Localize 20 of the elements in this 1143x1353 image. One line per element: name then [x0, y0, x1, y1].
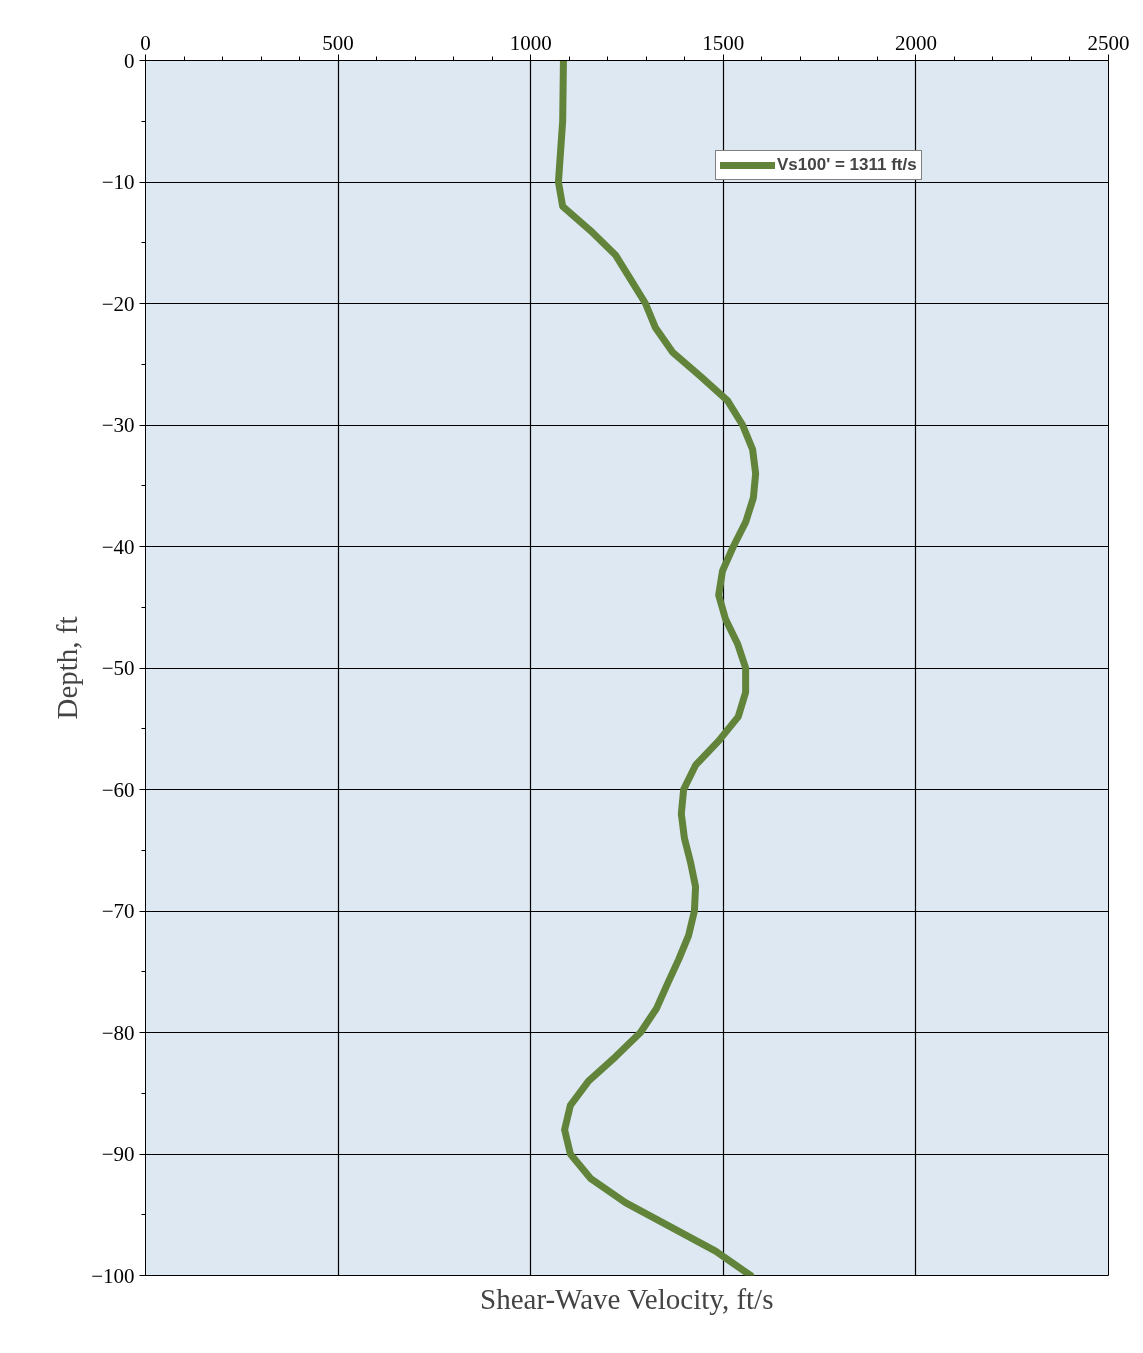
x-tick-label: 2000 — [894, 30, 937, 55]
y-tick-label: −100 — [91, 1263, 135, 1288]
y-tick-label: 0 — [124, 48, 135, 73]
x-axis-title: Shear-Wave Velocity, ft/s — [480, 1282, 774, 1315]
y-tick-label: −70 — [101, 899, 135, 923]
y-tick-label: −10 — [101, 170, 135, 194]
x-tick-label: 0 — [140, 30, 151, 55]
x-tick-label: 500 — [322, 30, 354, 55]
x-tick-label: 1000 — [509, 30, 552, 55]
y-tick-label: −90 — [101, 1142, 135, 1166]
legend-label: Vs100' = 1311 ft/s — [777, 155, 917, 175]
y-tick-label: −30 — [101, 413, 135, 437]
x-tick-label: 1500 — [702, 30, 745, 55]
x-tick-label: 2500 — [1087, 30, 1130, 55]
y-axis-title: Depth, ft — [51, 616, 84, 720]
y-tick-label: −20 — [101, 291, 135, 316]
y-tick-label: −80 — [101, 1020, 135, 1045]
y-tick-label: −40 — [101, 534, 135, 559]
y-tick-label: −50 — [101, 656, 135, 680]
y-tick-label: −60 — [101, 777, 135, 802]
